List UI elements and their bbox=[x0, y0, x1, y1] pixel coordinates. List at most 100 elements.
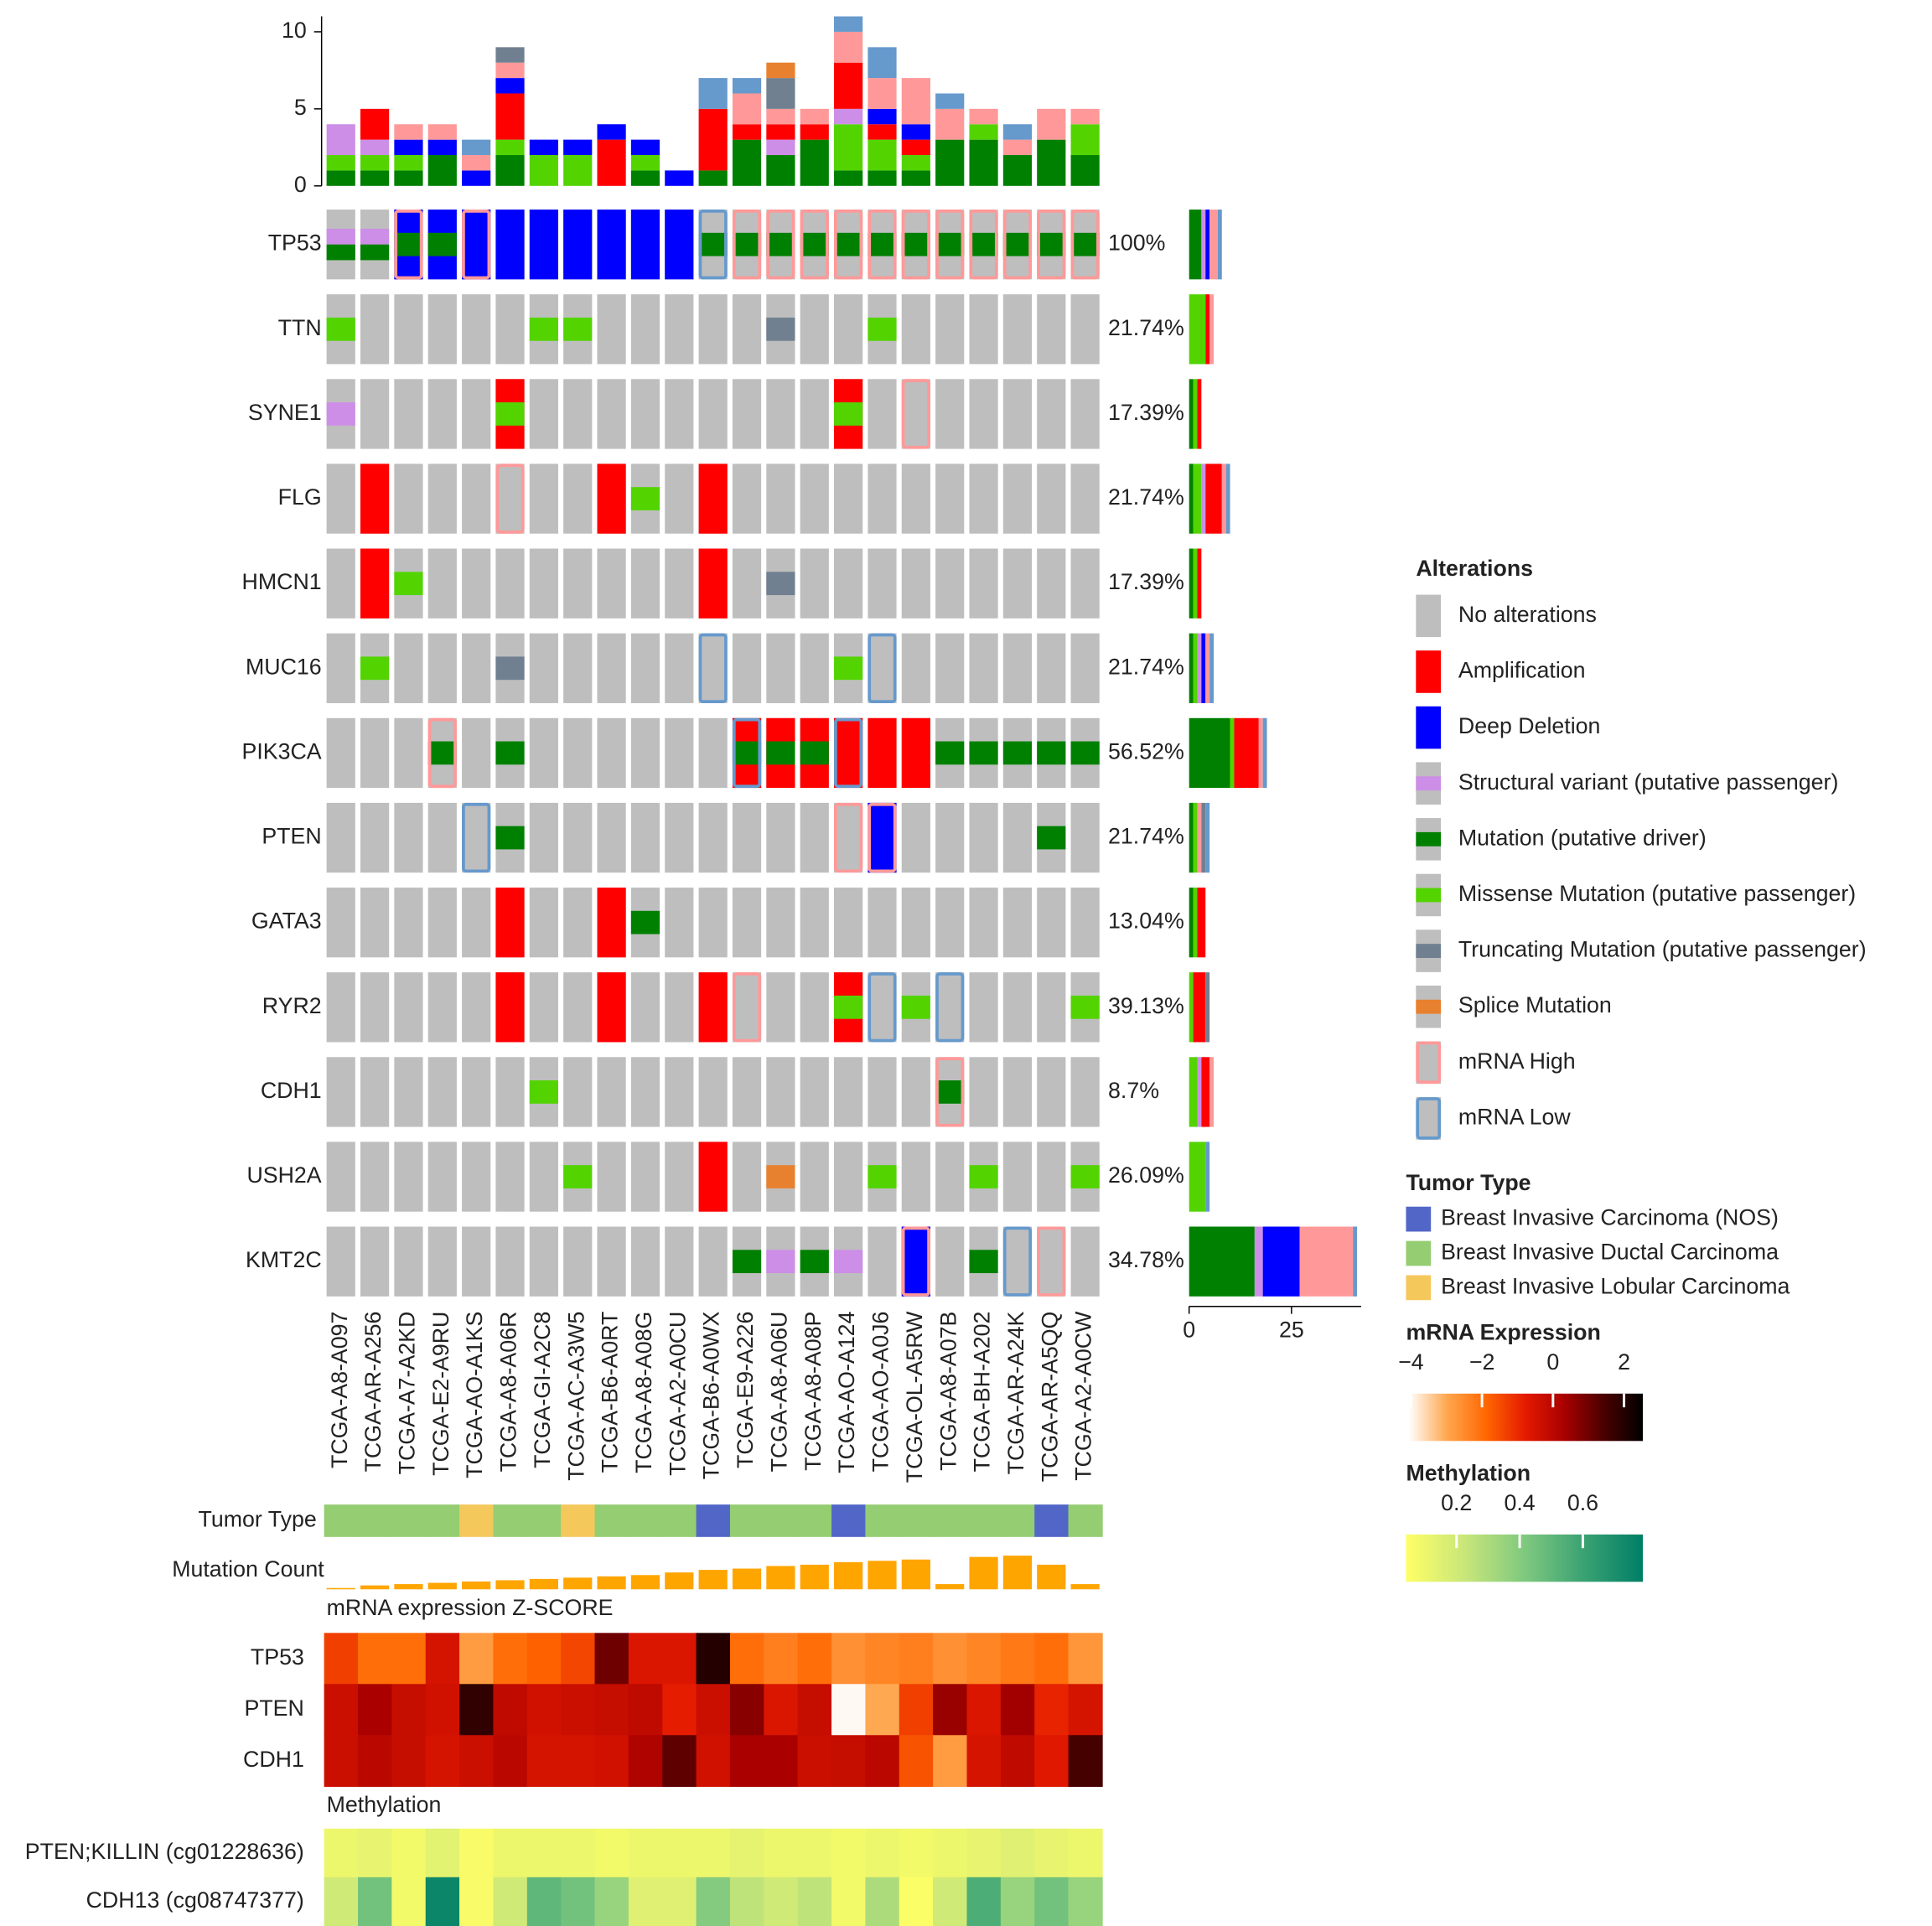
cell-base bbox=[732, 548, 762, 619]
cell-base bbox=[800, 633, 829, 703]
cell-band bbox=[1416, 776, 1442, 791]
bar-segment bbox=[766, 78, 795, 109]
legend-label: Breast Invasive Carcinoma (NOS) bbox=[1441, 1205, 1779, 1230]
bar-segment bbox=[969, 108, 998, 125]
cell-base bbox=[394, 972, 423, 1043]
legend-title: Tumor Type bbox=[1406, 1170, 1531, 1195]
cell-band bbox=[732, 232, 762, 256]
cell-base bbox=[665, 463, 694, 534]
cell-band bbox=[427, 741, 457, 765]
cell-outline bbox=[868, 633, 897, 703]
cell-band bbox=[394, 572, 423, 596]
bar-segment bbox=[868, 139, 897, 171]
cell-base bbox=[665, 548, 694, 619]
cell-band bbox=[935, 741, 965, 765]
cell-fill bbox=[901, 1226, 930, 1297]
heat-cell bbox=[391, 1633, 427, 1685]
cell-band bbox=[766, 1250, 795, 1274]
cell-base bbox=[427, 972, 457, 1043]
cell-base bbox=[834, 294, 863, 365]
bar-segment bbox=[766, 108, 795, 125]
tumor-type-cell bbox=[797, 1504, 832, 1537]
cell-base bbox=[360, 294, 390, 365]
percent-label: 39.13% bbox=[1108, 993, 1184, 1018]
cell-base bbox=[563, 463, 593, 534]
gene-bar-segment bbox=[1234, 717, 1259, 789]
heat-cell bbox=[933, 1633, 968, 1685]
bar-segment bbox=[868, 170, 897, 186]
cell-base bbox=[732, 294, 762, 365]
heat-cell bbox=[966, 1828, 1002, 1878]
cell-base bbox=[1037, 972, 1066, 1043]
heat-cell bbox=[358, 1877, 393, 1926]
cell-base bbox=[360, 1057, 390, 1127]
heat-cell bbox=[966, 1735, 1002, 1787]
cell-band bbox=[935, 1080, 965, 1104]
heat-cell bbox=[425, 1684, 460, 1736]
legend-label: Deep Deletion bbox=[1458, 713, 1601, 738]
cell-base bbox=[529, 633, 558, 703]
cell-outline bbox=[834, 802, 863, 873]
cell-base bbox=[495, 548, 525, 619]
cell-outline bbox=[868, 972, 897, 1043]
tumor-type-cell bbox=[696, 1504, 731, 1537]
sample-label: TCGA-AO-A1KS bbox=[462, 1312, 487, 1478]
cell-base bbox=[732, 802, 762, 873]
cell-outline bbox=[901, 1226, 930, 1297]
cell-base bbox=[935, 802, 965, 873]
cell-base bbox=[495, 1142, 525, 1212]
tumor-type-cell bbox=[561, 1504, 596, 1537]
bar-segment bbox=[563, 139, 593, 156]
sample-label: TCGA-A2-A0CU bbox=[665, 1312, 690, 1476]
cell-band bbox=[1416, 944, 1442, 959]
tumor-type-cell bbox=[729, 1504, 765, 1537]
heat-cell bbox=[594, 1633, 629, 1685]
cell-band bbox=[901, 232, 930, 256]
sample-label: TCGA-OL-A5RW bbox=[902, 1311, 927, 1483]
bar-segment bbox=[462, 139, 491, 156]
tumor-type-cell bbox=[966, 1504, 1002, 1537]
cell-base bbox=[563, 972, 593, 1043]
cell-base bbox=[630, 633, 660, 703]
gene-label: MUC16 bbox=[246, 654, 322, 679]
colorbar-tick-label: 0.6 bbox=[1567, 1490, 1598, 1515]
mutation-count-bar bbox=[326, 1587, 355, 1590]
cell-base bbox=[698, 1226, 728, 1297]
cell-base bbox=[766, 802, 795, 873]
cell-base bbox=[495, 294, 525, 365]
cell-band bbox=[1070, 741, 1100, 765]
cell-outline bbox=[834, 210, 863, 280]
cell-band bbox=[326, 244, 355, 261]
cell-outline bbox=[935, 1057, 965, 1127]
cell-base bbox=[495, 1057, 525, 1127]
gene-bar-segment bbox=[1254, 1226, 1263, 1297]
bar-segment bbox=[630, 139, 660, 156]
tumor-type-cell bbox=[662, 1504, 697, 1537]
tumor-type-cell bbox=[865, 1504, 900, 1537]
cell-fill bbox=[495, 972, 525, 1043]
bar-segment bbox=[834, 170, 863, 186]
cell-base bbox=[1002, 1226, 1033, 1297]
legend-label: Mutation (putative driver) bbox=[1458, 825, 1707, 850]
cell-band bbox=[1070, 232, 1100, 256]
cell-base bbox=[1002, 1142, 1033, 1212]
row-label: TP53 bbox=[251, 1644, 304, 1670]
cell-base bbox=[1002, 463, 1033, 534]
bar-segment bbox=[935, 108, 965, 140]
cell-base bbox=[360, 888, 390, 958]
heat-cell bbox=[493, 1633, 528, 1685]
mutation-count-bar bbox=[630, 1575, 660, 1590]
colorbar-tick-label: 0.4 bbox=[1504, 1490, 1535, 1515]
gene-bar-segment bbox=[1189, 1226, 1255, 1297]
cell-base bbox=[834, 548, 863, 619]
heat-cell bbox=[797, 1684, 832, 1736]
mutation-count-bar bbox=[563, 1577, 593, 1590]
gene-bar-segment bbox=[1258, 717, 1263, 789]
heat-cell bbox=[933, 1735, 968, 1787]
cell-base bbox=[563, 717, 593, 789]
cell-base bbox=[360, 972, 390, 1043]
cell-base bbox=[800, 294, 829, 365]
heat-cell bbox=[764, 1735, 799, 1787]
legend-label: Missense Mutation (putative passenger) bbox=[1458, 881, 1856, 906]
cell-base bbox=[1002, 802, 1033, 873]
